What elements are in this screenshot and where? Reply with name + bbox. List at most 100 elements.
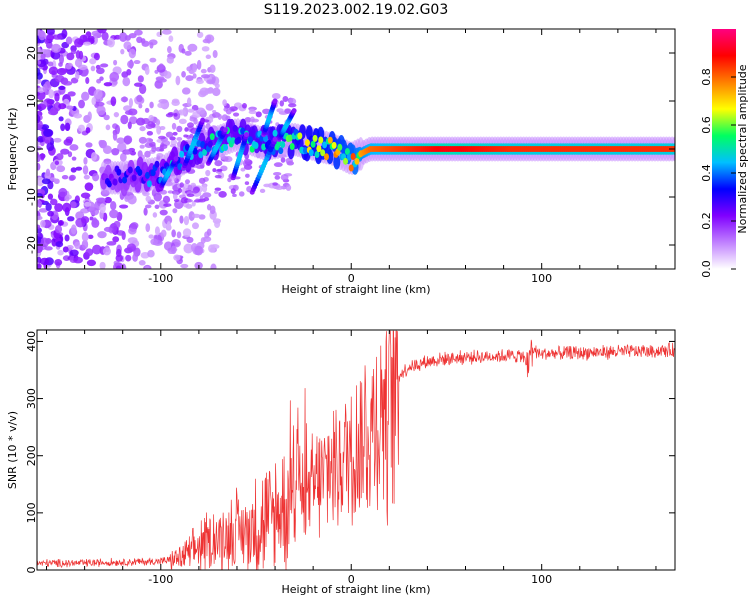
- spectrogram-noise-mark: [84, 201, 92, 207]
- spectrogram-noise-mark: [121, 71, 129, 78]
- spectrogram-core-mark: [196, 139, 202, 147]
- spectrogram-noise-mark: [162, 195, 171, 204]
- spectrogram-noise-mark: [192, 73, 197, 79]
- spectrogram-noise-mark: [113, 59, 118, 66]
- spectrogram-noise-mark: [262, 108, 271, 115]
- spectrogram-noise-mark: [74, 38, 84, 48]
- spectrogram-noise-mark: [186, 199, 193, 203]
- snr-y-tick-label: 400: [25, 331, 38, 352]
- spectrogram-noise-mark: [214, 160, 223, 167]
- spectrogram-noise-mark: [89, 216, 94, 221]
- spectrogram-noise-mark: [101, 31, 109, 41]
- spectrogram-noise-mark: [58, 103, 67, 110]
- spectrogram-noise-mark: [145, 223, 151, 233]
- spectrogram-noise-mark: [214, 187, 222, 191]
- spectrogram-noise-mark: [54, 259, 63, 266]
- spectrogram-noise-mark: [138, 260, 146, 266]
- snr-y-tick-label: 200: [25, 445, 38, 466]
- spectrogram-core-mark: [320, 149, 326, 157]
- spectrogram-noise-mark: [93, 89, 103, 99]
- spectrogram-noise-mark: [173, 198, 180, 203]
- spectrogram-noise-mark: [274, 175, 281, 180]
- spectrogram-noise-mark: [128, 97, 133, 108]
- spectrogram-core-mark: [297, 132, 303, 140]
- spectrogram-noise-mark: [187, 108, 195, 113]
- spectrogram-noise-mark: [122, 149, 133, 155]
- spectrogram-noise-mark: [103, 82, 113, 87]
- colorbar: 0.0 0.2 0.4 0.6 0.8 Normalized spectral ampl…: [700, 29, 749, 278]
- spectrogram-core-mark: [198, 151, 204, 159]
- spectrogram-noise-mark: [69, 201, 77, 209]
- spectrogram-noise-mark: [200, 74, 211, 79]
- spectrogram-noise-mark: [153, 192, 162, 202]
- spectrogram-noise-mark: [97, 29, 107, 34]
- spectrogram-noise-mark: [57, 249, 64, 256]
- spectrogram-noise-mark: [159, 126, 166, 131]
- spectrogram-core-mark: [348, 164, 354, 172]
- spectrogram-core-mark: [354, 157, 360, 165]
- spectrogram-noise-mark: [70, 167, 77, 173]
- spectrogram-noise-mark: [112, 236, 120, 243]
- spectrogram-noise-mark: [271, 93, 281, 100]
- spectrogram-noise-mark: [144, 107, 150, 113]
- spectrogram-noise-mark: [186, 193, 195, 197]
- spectrogram-noise-mark: [117, 142, 127, 153]
- spectrogram-noise-mark: [54, 92, 60, 102]
- spectrogram-core-mark: [122, 176, 128, 184]
- spectrogram-noise-mark: [143, 207, 148, 216]
- spectrogram-noise-mark: [179, 215, 184, 224]
- spectrogram-noise-mark: [111, 148, 120, 156]
- spectrogram-core-mark: [304, 139, 310, 147]
- spectrogram-noise-mark: [120, 48, 125, 55]
- spectrogram-noise-mark: [102, 145, 112, 155]
- spectrogram-noise-mark: [185, 203, 193, 209]
- spectrogram-x-axis-label: Height of straight line (km): [281, 283, 430, 296]
- spectrogram-noise-mark: [61, 174, 69, 180]
- spectrogram-noise-mark: [85, 77, 90, 85]
- spectrogram-core-mark: [112, 178, 118, 186]
- spectrogram-noise-mark: [92, 173, 100, 182]
- spectrogram-noise-mark: [120, 263, 127, 269]
- spectrogram-noise-mark: [184, 179, 191, 185]
- spectrogram-core-mark: [209, 133, 215, 141]
- spectrogram-noise-mark: [275, 185, 284, 191]
- spectrogram-noise-mark: [145, 195, 152, 203]
- spectrogram-noise-mark: [186, 191, 194, 195]
- spectrogram-noise-mark: [91, 96, 97, 106]
- spectrogram-core-mark: [184, 143, 190, 151]
- spectrogram-noise-mark: [85, 248, 94, 256]
- spectrogram-noise-mark: [42, 83, 48, 93]
- spectrogram-noise-mark: [133, 60, 141, 65]
- spectrogram-noise-mark: [77, 124, 86, 132]
- spectrogram-noise-mark: [217, 113, 222, 120]
- spectrogram-noise-mark: [46, 29, 55, 36]
- spectrogram-noise-mark: [82, 165, 89, 175]
- colorbar-gradient: [712, 29, 736, 269]
- spectrogram-noise-mark: [91, 151, 98, 161]
- spectrogram-core-mark: [192, 147, 198, 155]
- spectrogram-noise-mark: [183, 215, 190, 226]
- spectrogram-noise-mark: [43, 128, 53, 137]
- spectrogram-noise-mark: [172, 208, 178, 214]
- spectrogram-noise-mark: [158, 98, 168, 104]
- spectrogram-noise-mark: [115, 254, 124, 262]
- spectrogram-noise-mark: [241, 102, 247, 109]
- spectrogram-noise-mark: [58, 187, 68, 198]
- spectrogram-core-mark: [287, 134, 293, 142]
- spectrogram-noise-mark: [182, 186, 187, 197]
- spectrogram-core-mark: [261, 143, 267, 151]
- spectrogram-noise-mark: [64, 196, 70, 202]
- spectrogram-noise-mark: [154, 226, 160, 236]
- spectrogram-noise-mark: [177, 188, 183, 194]
- spectrogram-noise-mark: [44, 246, 53, 251]
- spectrogram-noise-mark: [120, 114, 129, 125]
- spectrogram-noise-mark: [186, 97, 192, 107]
- spectrogram-noise-mark: [206, 79, 216, 85]
- spectrogram-core-mark: [202, 148, 208, 156]
- spectrogram-noise-mark: [75, 166, 83, 171]
- spectrogram-noise-mark: [196, 59, 202, 70]
- spectrogram-noise-mark: [148, 234, 154, 239]
- spectrogram-noise-mark: [221, 114, 229, 121]
- spectrogram-noise-mark: [54, 225, 63, 234]
- spectrogram-noise-mark: [40, 219, 46, 228]
